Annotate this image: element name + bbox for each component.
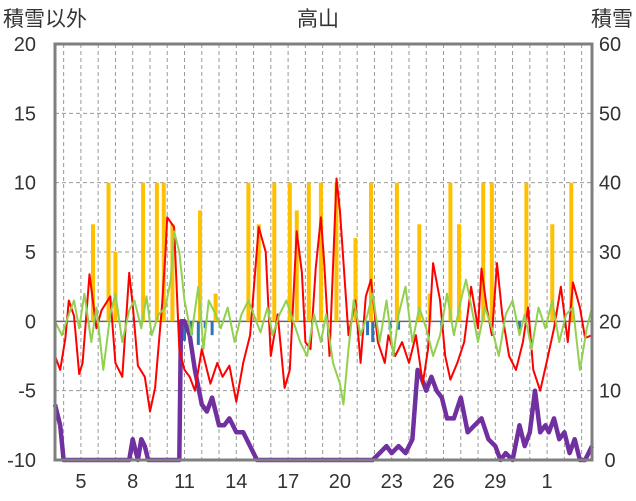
temp_diff-line [54,230,593,406]
sunshine-bar [517,321,521,330]
sunshine-bar [196,321,200,345]
x-tick-label: 11 [174,471,195,493]
precip-bar [90,224,95,322]
precip-bar [113,252,118,322]
left-tick-label: 20 [14,34,36,56]
x-tick-label: 23 [381,471,403,493]
precip-bar [246,182,251,322]
right-tick-label: 40 [599,173,621,195]
precip-bar [489,182,494,322]
left-tick-label: 10 [14,173,36,195]
precip-bar [106,182,111,322]
precip-bar [524,182,529,322]
series-lines [52,177,595,463]
precip-bar [141,182,146,322]
precip-bar [213,293,218,322]
temp-line [54,177,593,413]
precip-bar [256,224,261,322]
left-axis-title: 積雪以外 [3,7,87,31]
precip-bar [318,182,323,322]
precip-bar [417,224,422,322]
x-tick-label: 8 [127,471,138,493]
right-ticks: 60 50 40 30 20 10 0 [599,34,621,472]
precip-bar [294,210,299,322]
right-tick-label: 30 [599,242,621,264]
sunshine-bar [210,321,214,336]
precip-bar [394,182,399,322]
precip-bar [481,182,486,322]
right-tick-label: 50 [599,103,621,125]
precip-bar [550,224,555,322]
left-tick-label: -5 [18,381,36,403]
left-tick-label: 0 [25,311,36,333]
grid [55,44,592,460]
x-tick-label: 17 [277,471,299,493]
precip-bar [272,182,277,322]
x-tick-label: 14 [225,471,247,493]
precip-bar [154,182,159,322]
precip-bar [569,182,574,322]
precip-bar [161,182,166,322]
precip-bar [457,224,462,322]
bars [90,182,574,345]
precip-bar [306,182,311,322]
right-axis-title: 積雪 [591,7,633,31]
chart-title: 高山 [297,7,339,31]
right-tick-label: 10 [599,381,621,403]
precip-bar [198,210,203,322]
left-ticks: 20 15 10 5 0 -5 -10 [7,34,36,472]
precip-bar [448,182,453,322]
x-tick-label: 26 [432,471,454,493]
plot-frame [53,42,594,462]
right-tick-label: 0 [604,450,615,472]
left-tick-label: 5 [25,242,36,264]
left-tick-label: -10 [7,450,36,472]
right-tick-label: 60 [599,34,621,56]
x-tick-label: 20 [329,471,351,493]
x-tick-label: 1 [542,471,553,493]
x-ticks: 5 8 11 14 17 20 23 26 29 1 [75,471,552,493]
right-tick-label: 20 [599,311,621,333]
precip-bar [170,224,175,322]
x-tick-label: 29 [484,471,506,493]
precip-bar [287,182,292,322]
x-tick-label: 5 [75,471,86,493]
precip-bar [368,182,373,322]
precip-bar [334,182,339,322]
sunshine-bar [371,321,375,343]
sunshine-bar [183,321,187,341]
left-tick-label: 15 [14,103,36,125]
sunshine-bar [397,321,401,330]
precip-bar [353,238,358,322]
sunshine-bar [366,321,370,336]
